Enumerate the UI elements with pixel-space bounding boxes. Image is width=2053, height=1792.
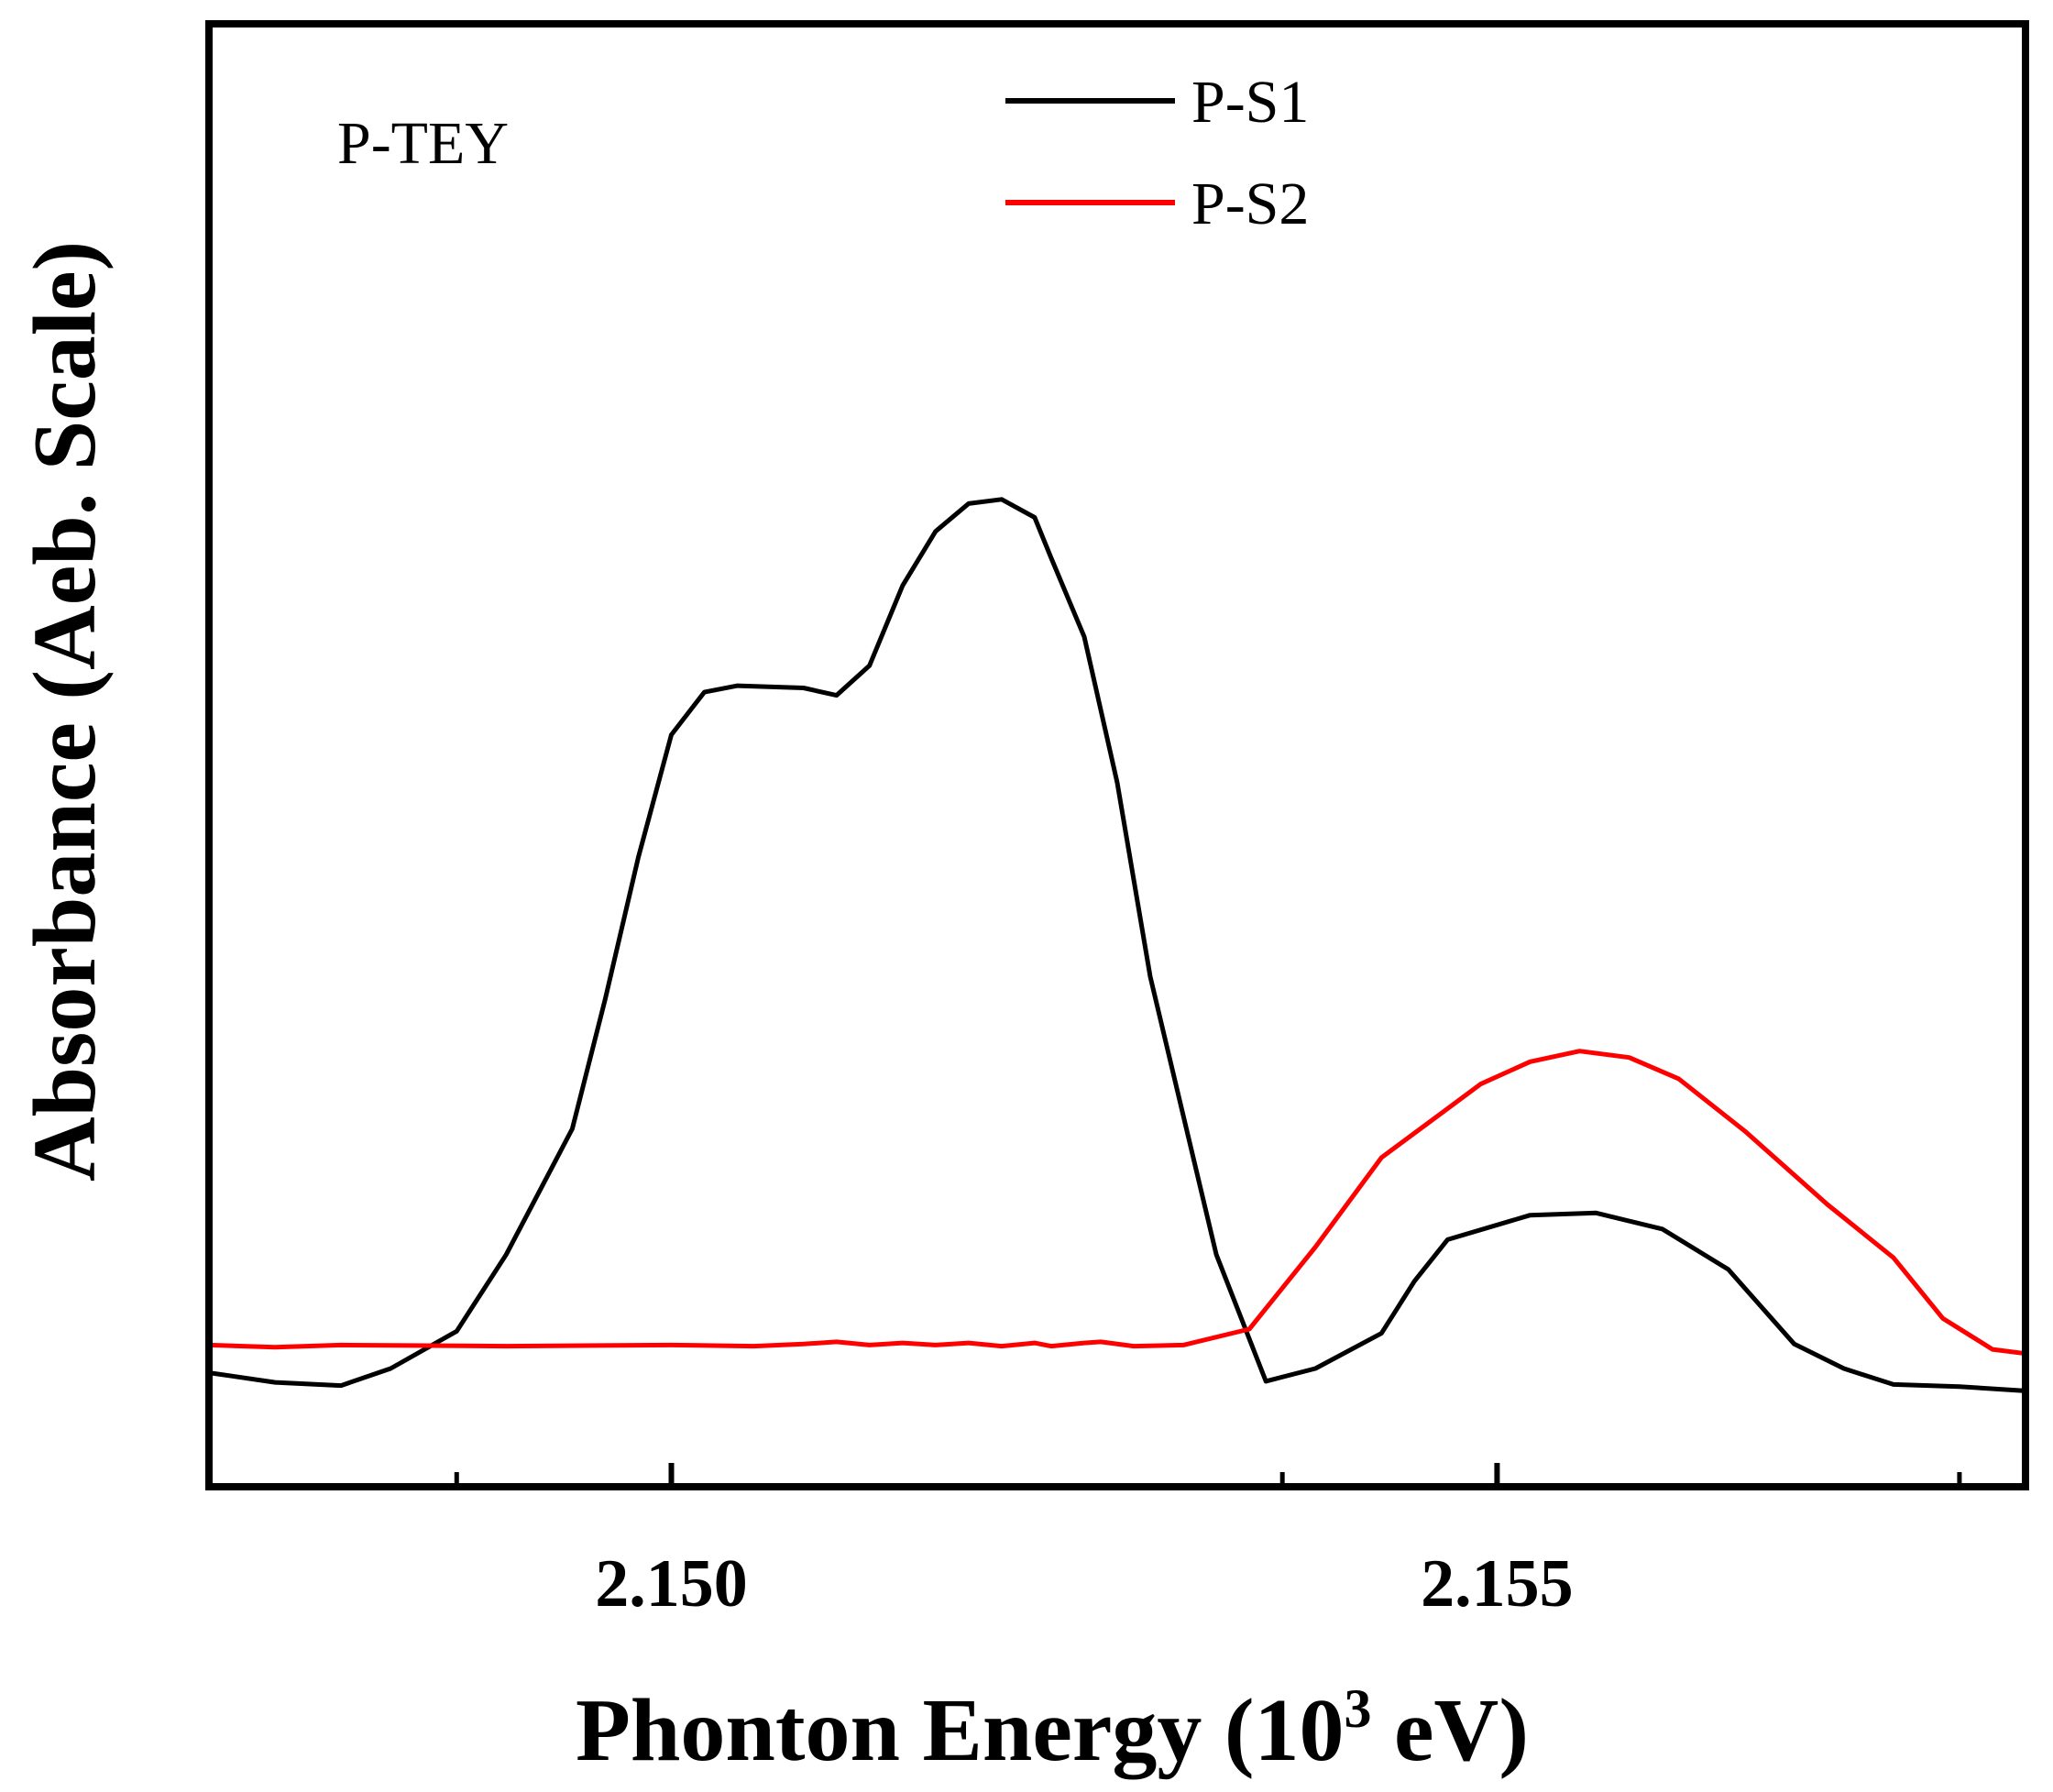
x-axis-title: Phonton Energy (103 eV) — [576, 1678, 1529, 1780]
plot-frame — [205, 20, 2029, 1490]
x-ticks: 2.150 2.155 — [454, 1463, 1962, 1622]
legend-label-p-s1: P-S1 — [1191, 69, 1309, 136]
series-line-p-s1 — [206, 497, 2028, 1393]
x-tick-label: 2.155 — [1421, 1546, 1574, 1622]
legend-label-p-s2: P-S2 — [1191, 170, 1309, 237]
annotation-p-tey: P-TEY — [337, 110, 509, 177]
series-line-p-s2 — [206, 1049, 2028, 1357]
y-axis-title: Absorbance (Aeb. Scale) — [16, 241, 115, 1182]
x-tick-label: 2.150 — [595, 1546, 748, 1622]
x-axis-title-main: Phonton Energy (10 — [576, 1681, 1345, 1780]
x-axis-title-tail: eV) — [1372, 1681, 1529, 1780]
series-layer — [206, 497, 2028, 1393]
x-axis-title-superscript: 3 — [1345, 1678, 1372, 1739]
legend: P-S1 P-S2 — [1005, 69, 1309, 237]
